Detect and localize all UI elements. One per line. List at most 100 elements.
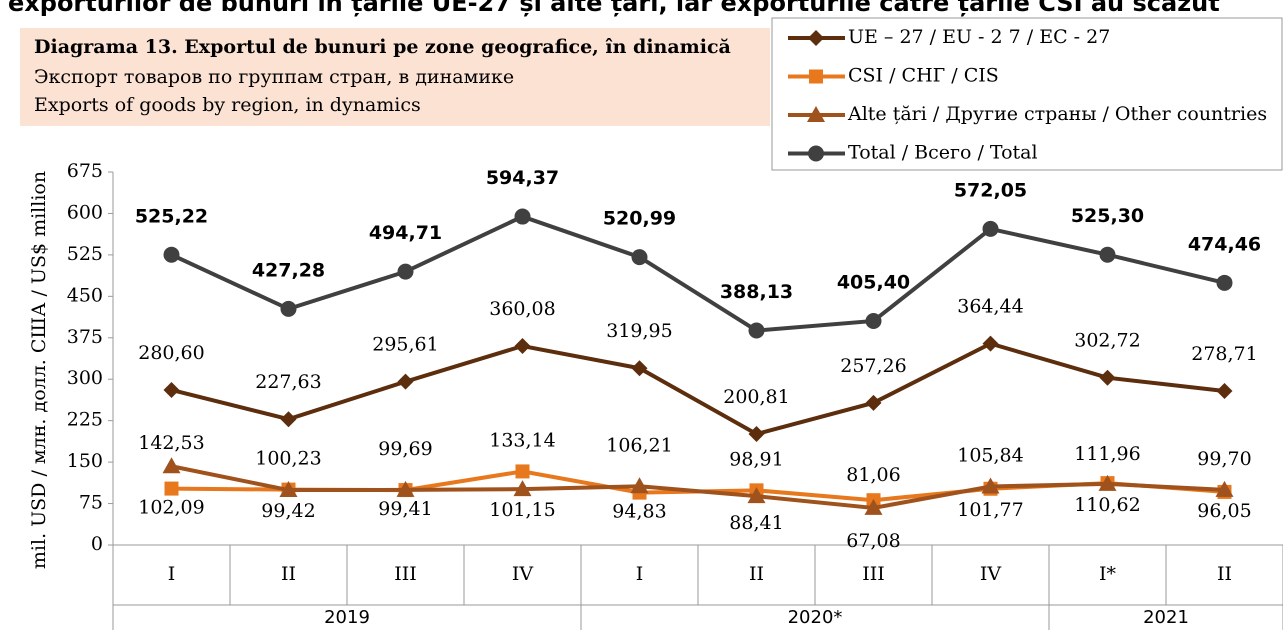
data-label: 67,08 — [846, 530, 900, 552]
data-label: 102,09 — [138, 497, 204, 519]
subtitle-box — [20, 28, 770, 126]
y-tick-label: 675 — [67, 160, 103, 182]
point — [1216, 382, 1233, 399]
data-label: 520,99 — [603, 208, 676, 230]
y-tick-label: 0 — [91, 533, 103, 555]
legend-marker — [809, 69, 823, 84]
data-label: 364,44 — [957, 296, 1023, 318]
data-label: 525,30 — [1071, 205, 1144, 227]
x-tick-label: IV — [512, 563, 534, 585]
legend-marker — [807, 106, 825, 122]
data-label: 594,37 — [486, 167, 559, 189]
point — [514, 338, 531, 355]
y-tick-label: 300 — [67, 367, 103, 389]
data-label: 427,28 — [252, 259, 325, 281]
series-line — [171, 341, 1225, 437]
data-label: 99,69 — [378, 438, 432, 460]
data-label: 88,41 — [729, 512, 783, 534]
point — [397, 373, 414, 390]
y-tick-label: 75 — [79, 492, 103, 514]
point — [396, 480, 415, 497]
data-label: 110,62 — [1074, 494, 1140, 516]
point — [1215, 480, 1234, 497]
y-axis-label: mil. USD / млн. долл. США / US$ million — [28, 171, 50, 569]
legend-label: Total / Всего / Total — [848, 142, 1038, 164]
data-label: 111,96 — [1074, 443, 1140, 465]
point — [981, 477, 1000, 494]
point — [865, 312, 882, 329]
data-label: 105,84 — [957, 445, 1023, 467]
data-label: 525,22 — [135, 205, 208, 227]
point — [279, 481, 298, 498]
point — [163, 381, 180, 398]
point — [1098, 474, 1117, 491]
legend-label: CSI / СНГ / CIS — [848, 65, 999, 87]
x-tick-label: II — [1217, 563, 1232, 585]
group-label: 2019 — [324, 607, 370, 628]
data-label: 388,13 — [720, 281, 793, 303]
data-label: 99,70 — [1197, 448, 1251, 470]
point — [515, 464, 530, 479]
point — [748, 426, 765, 443]
data-label: 302,72 — [1074, 330, 1140, 352]
y-tick-label: 150 — [67, 450, 103, 472]
data-label: 494,71 — [369, 222, 442, 244]
x-tick-label: IV — [980, 563, 1002, 585]
y-tick-label: 525 — [67, 243, 103, 265]
data-label: 474,46 — [1188, 233, 1261, 255]
series-line — [170, 214, 1225, 333]
data-label: 133,14 — [489, 429, 555, 451]
point — [280, 300, 297, 317]
point — [163, 246, 180, 263]
point — [631, 360, 648, 377]
data-label: 101,77 — [957, 499, 1023, 521]
y-tick-label: 225 — [67, 409, 103, 431]
point — [1099, 369, 1116, 386]
y-tick-label: 375 — [67, 326, 103, 348]
chart-title: exporturilor de bunuri în țările UE-27 ș… — [8, 0, 1220, 17]
data-label: 360,08 — [489, 298, 555, 320]
data-label: 96,05 — [1197, 500, 1251, 522]
y-tick-label: 600 — [67, 201, 103, 223]
data-label: 142,53 — [138, 432, 204, 454]
y-tick-label: 450 — [67, 284, 103, 306]
data-label: 405,40 — [837, 271, 910, 293]
data-label: 572,05 — [954, 179, 1027, 201]
legend-marker — [808, 145, 824, 162]
data-label: 227,63 — [255, 371, 321, 393]
data-label: 295,61 — [372, 334, 438, 356]
data-label: 200,81 — [723, 386, 789, 408]
data-label: 81,06 — [846, 464, 900, 486]
point — [982, 220, 999, 237]
data-label: 101,15 — [489, 499, 555, 521]
data-label: 99,41 — [378, 498, 432, 520]
point — [630, 477, 649, 494]
subtitle: Экспорт товаров по группам стран, в дина… — [34, 66, 514, 88]
subtitle: Exports of goods by region, in dynamics — [34, 94, 421, 116]
legend-label: UE – 27 / EU - 2 7 / EC - 27 — [848, 26, 1110, 48]
series-line — [171, 464, 1225, 510]
x-tick-label: I — [168, 563, 176, 585]
point — [162, 457, 181, 474]
data-label: 280,60 — [138, 342, 204, 364]
point — [1216, 274, 1233, 291]
x-tick-label: II — [281, 563, 296, 585]
data-label: 106,21 — [606, 434, 672, 456]
legend-marker — [808, 30, 824, 46]
point — [397, 263, 414, 280]
x-tick-label: III — [862, 563, 885, 585]
legend-label: Alte țări / Другие страны / Other countr… — [847, 103, 1267, 125]
subtitle: Diagrama 13. Exportul de bunuri pe zone … — [34, 36, 731, 58]
x-tick-label: I — [636, 563, 644, 585]
point — [164, 481, 179, 496]
point — [631, 249, 648, 266]
point — [513, 480, 532, 497]
data-label: 100,23 — [255, 448, 321, 470]
point — [864, 498, 883, 515]
data-label: 319,95 — [606, 320, 672, 342]
legend-box — [771, 17, 1283, 171]
data-label: 278,71 — [1191, 343, 1257, 365]
point — [280, 411, 297, 428]
point — [982, 335, 999, 352]
